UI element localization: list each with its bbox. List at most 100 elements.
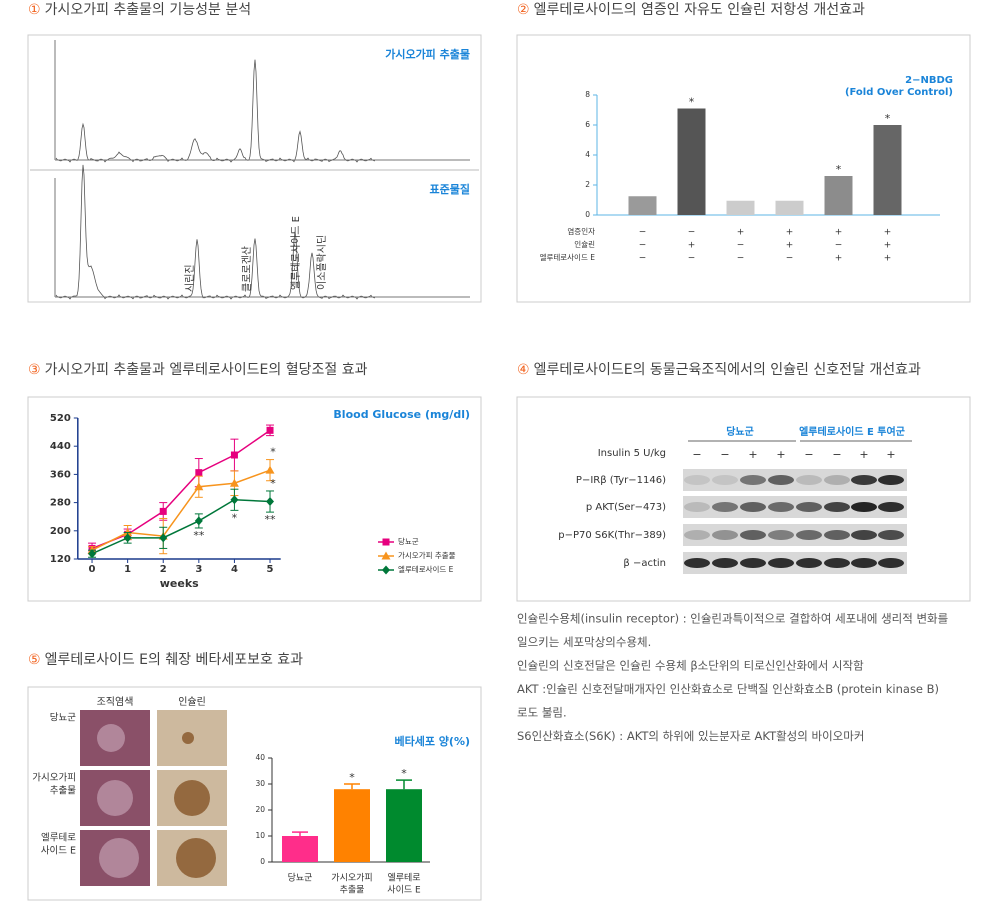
treatment-sign: + xyxy=(748,448,757,461)
treatment-sign: + xyxy=(884,241,892,251)
blot-band xyxy=(684,558,710,568)
y-tick-label: 280 xyxy=(50,498,71,509)
x-tick-label: 1 xyxy=(124,564,131,575)
row-label: 추출물 xyxy=(50,786,76,797)
blot-band xyxy=(740,558,766,568)
marker xyxy=(382,565,390,575)
y-tick-label: 40 xyxy=(255,753,265,762)
note: 인슐린수용체(insulin receptor) : 인슐린과특이적으로 결합하… xyxy=(517,612,948,626)
marker xyxy=(159,533,168,543)
peak-label: 시린진 xyxy=(184,264,196,292)
blot-band xyxy=(684,502,710,512)
chart-title: 2−NBDG xyxy=(905,75,953,86)
note: 일으키는 세포막상의수용체. xyxy=(517,635,651,649)
marker xyxy=(194,516,203,526)
section-title: 엘루테로사이드의 염증인 자유도 인슐린 저항성 개선효과 xyxy=(534,2,865,18)
treatment-sign: + xyxy=(786,228,794,238)
treatment-sign: − xyxy=(688,228,696,238)
section-number: ⑤ xyxy=(28,652,41,668)
x-tick-label: 5 xyxy=(267,564,274,575)
legend-label: 당뇨군 xyxy=(398,536,419,546)
blot-band xyxy=(768,530,794,540)
section-title: 엘루테로사이드E의 동물근육조직에서의 인슐린 신호전달 개선효과 xyxy=(534,362,921,378)
treatment-label: 염증인자 xyxy=(567,226,595,236)
section-number: ③ xyxy=(28,362,41,378)
y-tick-label: 6 xyxy=(585,120,590,129)
bar xyxy=(282,836,318,862)
bar xyxy=(334,789,370,862)
blot-strip xyxy=(683,496,907,518)
peak-label: 이소플락시딘 xyxy=(316,235,328,290)
blot-band xyxy=(684,530,710,540)
series-line xyxy=(91,499,271,555)
blot-band xyxy=(712,502,738,512)
blot-band xyxy=(712,558,738,568)
y-tick-label: 440 xyxy=(50,441,71,452)
chart-label: 표준물질 xyxy=(430,183,470,196)
bar xyxy=(873,125,902,215)
section-number: ① xyxy=(28,2,41,18)
note: S6인산화효소(S6K) : AKT의 하위에 있는분자로 AKT활성의 바이오… xyxy=(517,729,864,743)
panel xyxy=(27,34,482,303)
blot-band xyxy=(684,475,710,485)
section-heading: ② 엘루테로사이드의 염증인 자유도 인슐린 저항성 개선효과 xyxy=(517,2,865,18)
blot-band xyxy=(878,530,904,540)
treatment-sign: + xyxy=(884,228,892,238)
column-label: 인슐린 xyxy=(178,696,206,708)
y-tick-label: 520 xyxy=(50,413,71,424)
blot-band xyxy=(768,558,794,568)
treatment-sign: + xyxy=(737,228,745,238)
treatment-sign: − xyxy=(804,448,813,461)
marker xyxy=(88,549,97,559)
group-label: 당뇨군 xyxy=(726,425,754,438)
marker xyxy=(381,551,391,560)
peak-label: 클로로겐산 xyxy=(241,246,253,292)
bar xyxy=(775,200,804,215)
marker xyxy=(229,478,239,487)
y-tick-label: 360 xyxy=(50,469,71,480)
row-label: 엘루테로 xyxy=(41,833,76,844)
treatment-label: Insulin 5 U/kg xyxy=(598,448,666,459)
blot-band xyxy=(851,530,877,540)
y-tick-label: 0 xyxy=(585,210,590,219)
blot-band xyxy=(768,502,794,512)
blot-label: p−P70 S6K(Thr−389) xyxy=(558,530,666,541)
blot-band xyxy=(740,530,766,540)
section-heading: ⑤ 엘루테로사이드 E의 췌장 베타세포보호 효과 xyxy=(28,652,303,668)
islet xyxy=(174,780,210,816)
blot-label: P−IRβ (Tyr−1146) xyxy=(576,475,666,486)
y-tick-label: 8 xyxy=(585,90,590,99)
blot-band xyxy=(796,530,822,540)
bar xyxy=(824,176,853,215)
y-tick-label: 4 xyxy=(585,150,590,159)
x-tick-label: 가시오가피 xyxy=(331,873,372,884)
marker xyxy=(123,533,132,543)
y-tick-label: 10 xyxy=(255,831,265,840)
significance: * xyxy=(689,96,695,109)
marker xyxy=(230,451,238,459)
y-tick-label: 30 xyxy=(255,779,265,788)
treatment-sign: + xyxy=(776,448,785,461)
x-tick-label: 4 xyxy=(231,564,238,575)
panel xyxy=(27,396,482,602)
blot-strip xyxy=(683,552,907,574)
x-tick-label: 추출물 xyxy=(340,885,365,896)
section-title: 가시오가피 추출물과 엘루테로사이드E의 혈당조절 효과 xyxy=(45,362,368,378)
y-tick-label: 2 xyxy=(585,180,590,189)
treatment-sign: − xyxy=(688,254,696,264)
marker xyxy=(266,497,275,507)
blot-band xyxy=(712,530,738,540)
blot-band xyxy=(851,475,877,485)
y-tick-label: 120 xyxy=(50,554,71,565)
significance: * xyxy=(885,112,891,125)
blot-band xyxy=(740,502,766,512)
marker xyxy=(230,495,239,505)
bar xyxy=(677,108,706,215)
treatment-sign: + xyxy=(835,254,843,264)
group-label: 엘루테로사이드 E 투여군 xyxy=(799,425,905,438)
section-heading: ① 가시오가피 추출물의 기능성분 분석 xyxy=(28,2,251,18)
x-tick-label: 2 xyxy=(160,564,167,575)
significance: ** xyxy=(265,513,277,526)
x-tick-label: 엘루테로 xyxy=(387,873,420,884)
